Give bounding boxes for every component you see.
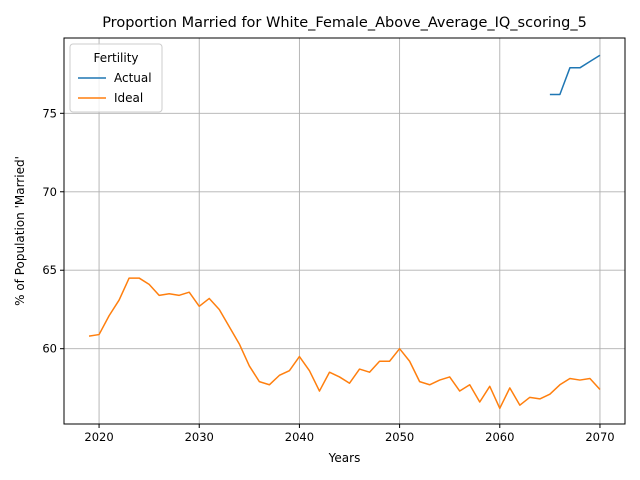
legend-label-actual: Actual xyxy=(114,71,152,85)
x-axis-label: Years xyxy=(328,451,361,465)
legend-label-ideal: Ideal xyxy=(114,91,143,105)
y-tick-label: 65 xyxy=(42,263,57,277)
axis-ticks: 2020 2030 2040 2050 2060 2070 60 65 70 75 xyxy=(42,106,614,444)
x-tick-label: 2030 xyxy=(185,430,214,444)
x-tick-label: 2040 xyxy=(285,430,314,444)
y-axis-label: % of Population 'Married' xyxy=(13,156,27,306)
legend-box xyxy=(69,43,163,113)
x-tick-label: 2060 xyxy=(485,430,514,444)
series-line-actual xyxy=(549,54,601,96)
series-lines xyxy=(88,54,601,410)
chart-title: Proportion Married for White_Female_Abov… xyxy=(102,15,587,31)
series-line-ideal xyxy=(88,277,601,410)
legend-entries: Actual Ideal xyxy=(78,71,152,105)
grid xyxy=(64,38,625,424)
y-tick-label: 70 xyxy=(42,185,57,199)
legend: Fertility Actual Ideal xyxy=(69,43,163,113)
y-tick-label: 75 xyxy=(42,106,57,120)
x-tick-label: 2070 xyxy=(585,430,614,444)
x-tick-label: 2020 xyxy=(84,430,113,444)
plot-area-frame xyxy=(63,37,626,425)
y-tick-label: 60 xyxy=(42,342,57,356)
legend-title: Fertility xyxy=(93,51,138,65)
x-tick-label: 2050 xyxy=(385,430,414,444)
